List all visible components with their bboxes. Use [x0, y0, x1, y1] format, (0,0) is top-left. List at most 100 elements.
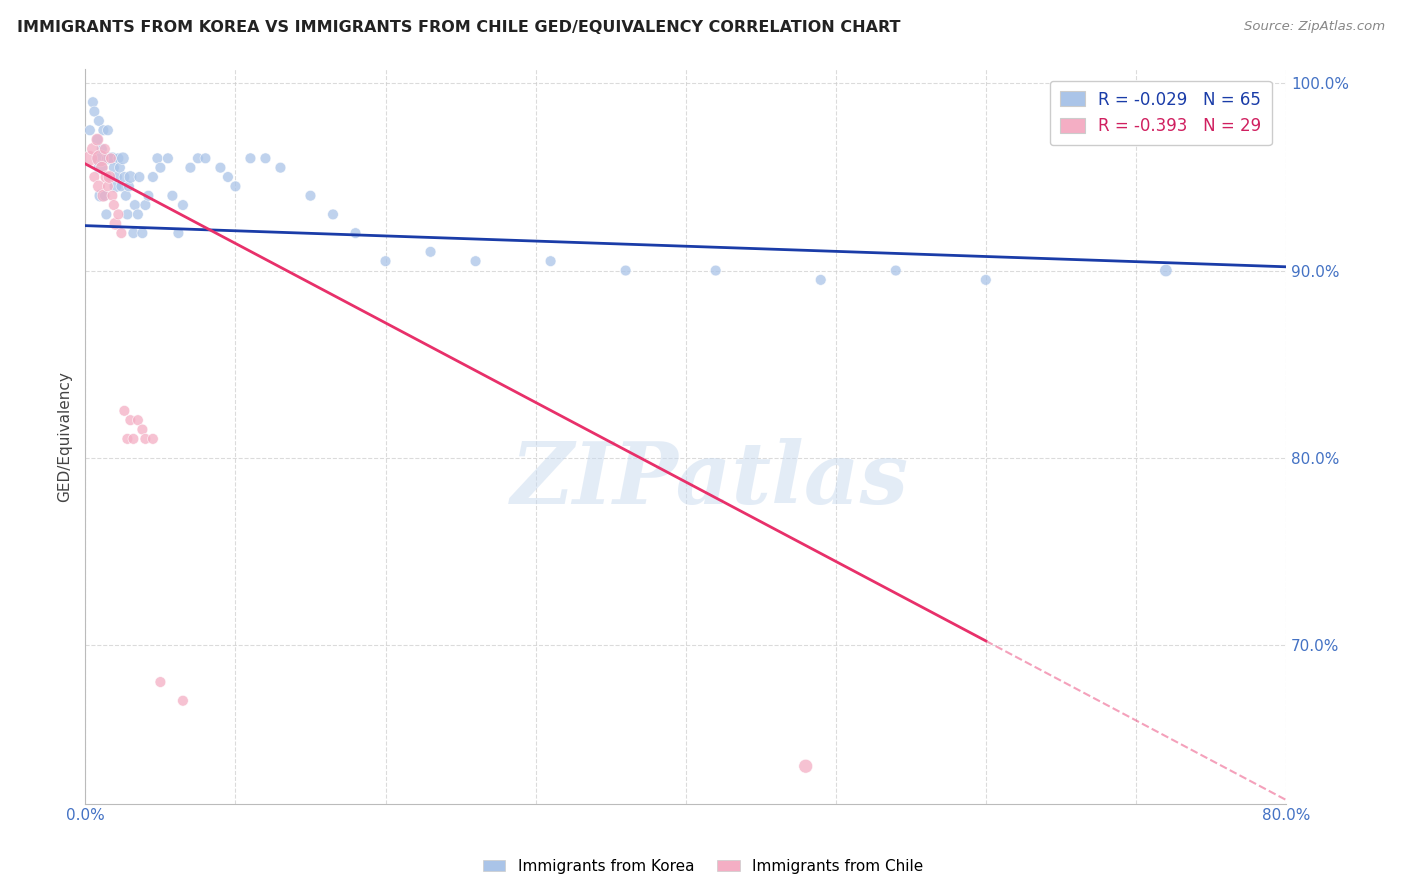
Point — [103, 161, 125, 175]
Point — [118, 179, 141, 194]
Point — [146, 151, 169, 165]
Point — [194, 151, 217, 165]
Point — [97, 123, 120, 137]
Point — [110, 226, 132, 240]
Point — [97, 179, 120, 194]
Point — [117, 207, 139, 221]
Point — [108, 161, 131, 175]
Point — [122, 432, 145, 446]
Point — [172, 694, 194, 708]
Point — [98, 151, 121, 165]
Point — [107, 207, 129, 221]
Text: Source: ZipAtlas.com: Source: ZipAtlas.com — [1244, 20, 1385, 33]
Point — [142, 432, 165, 446]
Point — [134, 432, 156, 446]
Point — [374, 254, 396, 268]
Point — [110, 179, 132, 194]
Point — [86, 133, 108, 147]
Point — [112, 169, 135, 184]
Point — [134, 198, 156, 212]
Point — [209, 161, 232, 175]
Point — [111, 151, 134, 165]
Point — [93, 123, 115, 137]
Point — [100, 151, 122, 165]
Point — [101, 151, 124, 165]
Point — [464, 254, 486, 268]
Point — [87, 179, 110, 194]
Point — [100, 169, 122, 184]
Point — [94, 188, 117, 202]
Point — [83, 169, 105, 184]
Point — [614, 263, 637, 277]
Point — [83, 104, 105, 119]
Point — [172, 198, 194, 212]
Point — [344, 226, 367, 240]
Point — [187, 151, 209, 165]
Point — [131, 226, 153, 240]
Point — [96, 169, 118, 184]
Point — [90, 161, 112, 175]
Point — [162, 188, 184, 202]
Point — [89, 161, 111, 175]
Point — [79, 151, 101, 165]
Point — [89, 188, 111, 202]
Point — [117, 432, 139, 446]
Point — [98, 169, 121, 184]
Point — [96, 207, 118, 221]
Point — [127, 413, 149, 427]
Point — [419, 244, 441, 259]
Point — [90, 142, 112, 156]
Point — [156, 151, 179, 165]
Point — [1154, 263, 1177, 277]
Point — [224, 179, 246, 194]
Point — [124, 198, 146, 212]
Point — [101, 188, 124, 202]
Legend: Immigrants from Korea, Immigrants from Chile: Immigrants from Korea, Immigrants from C… — [477, 853, 929, 880]
Point — [269, 161, 291, 175]
Point — [82, 142, 104, 156]
Point — [97, 151, 120, 165]
Point — [149, 161, 172, 175]
Point — [89, 151, 111, 165]
Point — [322, 207, 344, 221]
Point — [142, 169, 165, 184]
Point — [86, 133, 108, 147]
Point — [87, 114, 110, 128]
Point — [79, 123, 101, 137]
Point — [103, 198, 125, 212]
Y-axis label: GED/Equivalency: GED/Equivalency — [58, 371, 72, 501]
Text: IMMIGRANTS FROM KOREA VS IMMIGRANTS FROM CHILE GED/EQUIVALENCY CORRELATION CHART: IMMIGRANTS FROM KOREA VS IMMIGRANTS FROM… — [17, 20, 900, 35]
Point — [94, 142, 117, 156]
Point — [884, 263, 907, 277]
Point — [120, 413, 142, 427]
Point — [167, 226, 190, 240]
Point — [131, 423, 153, 437]
Point — [107, 151, 129, 165]
Point — [82, 95, 104, 110]
Point — [540, 254, 562, 268]
Point — [149, 675, 172, 690]
Point — [179, 161, 201, 175]
Point — [104, 217, 127, 231]
Point — [128, 169, 150, 184]
Point — [239, 151, 262, 165]
Point — [704, 263, 727, 277]
Point — [299, 188, 322, 202]
Point — [810, 273, 832, 287]
Point — [138, 188, 160, 202]
Point — [93, 188, 115, 202]
Point — [112, 404, 135, 418]
Point — [104, 179, 127, 194]
Text: ZIPatlas: ZIPatlas — [510, 439, 908, 522]
Point — [217, 169, 239, 184]
Point — [86, 151, 108, 165]
Legend: R = -0.029   N = 65, R = -0.393   N = 29: R = -0.029 N = 65, R = -0.393 N = 29 — [1050, 80, 1271, 145]
Point — [115, 188, 138, 202]
Point — [254, 151, 277, 165]
Point — [120, 169, 142, 184]
Point — [122, 226, 145, 240]
Point — [794, 759, 817, 773]
Point — [105, 169, 128, 184]
Point — [127, 207, 149, 221]
Point — [974, 273, 997, 287]
